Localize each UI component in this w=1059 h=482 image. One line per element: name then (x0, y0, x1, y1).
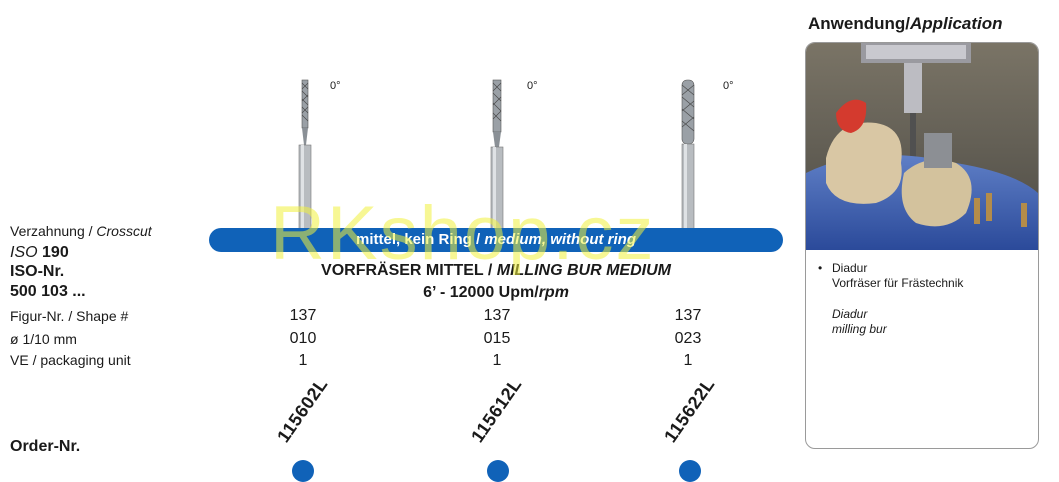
packaging-label: VE / packaging unit (10, 352, 131, 368)
application-photo (806, 43, 1038, 250)
watermark: RKshop.cz (270, 191, 656, 276)
diameter-value-2: 015 (483, 330, 511, 347)
application-heading-de: Anwendung/ (808, 14, 910, 33)
bur-image-2 (490, 79, 504, 234)
order-dot-1[interactable] (292, 460, 314, 482)
grit-band-text: mittel, kein Ring / medium, without ring (209, 231, 783, 248)
band-text-de: mittel, kein Ring / (355, 231, 481, 248)
bullet-icon: • (818, 261, 823, 275)
band-text-en: medium, without ring (484, 231, 636, 248)
packaging-value-2: 1 (492, 352, 502, 369)
crosscut-label-de: Verzahnung / (10, 223, 93, 239)
shape-value-2: 137 (483, 307, 511, 324)
shape-value-3: 137 (674, 307, 702, 324)
application-line2: Vorfräser für Frästechnik (832, 276, 964, 290)
angle-label-1: 0° (330, 80, 341, 92)
iso-line: ISO 190 (10, 244, 69, 262)
packaging-value-1: 1 (298, 352, 308, 369)
crosscut-label-en: Crosscut (96, 223, 152, 239)
diameter-label: ø 1/10 mm (10, 331, 77, 347)
iso-nr-label: ISO-Nr. (10, 263, 65, 280)
angle-label-3: 0° (723, 80, 734, 92)
order-number-2[interactable]: 115612L (467, 374, 526, 447)
order-dot-2[interactable] (487, 460, 509, 482)
figure-label: Figur-Nr. / Shape # (10, 308, 129, 324)
order-label: Order-Nr. (10, 438, 81, 455)
application-heading-en: Application (909, 14, 1003, 33)
iso-value: 190 (42, 244, 69, 261)
product-title-de: VORFRÄSER MITTEL / (321, 262, 493, 279)
speed-en: rpm (538, 284, 569, 301)
application-line3: Diadur (832, 307, 868, 321)
iso-prefix: ISO (10, 244, 38, 261)
angle-label-2: 0° (527, 80, 538, 92)
application-line4: milling bur (832, 322, 887, 336)
application-panel: • Diadur Vorfräser für Frästechnik Diadu… (805, 42, 1039, 449)
order-number-3[interactable]: 115622L (660, 374, 719, 447)
packaging-value-3: 1 (683, 352, 693, 369)
diameter-value-3: 023 (674, 330, 702, 347)
bur-image-3 (681, 79, 695, 234)
product-title-en: MILLING BUR MEDIUM (496, 262, 671, 279)
application-line1: Diadur (832, 261, 868, 275)
product-speed: 6’ - 12000 Upm/rpm (209, 284, 783, 302)
bur-image-1 (298, 79, 312, 234)
order-dot-3[interactable] (679, 460, 701, 482)
iso-code: 500 103 ... (10, 283, 86, 300)
application-heading: Anwendung/Application (808, 14, 1003, 34)
shape-value-1: 137 (289, 307, 317, 324)
order-number-1[interactable]: 115602L (273, 374, 332, 447)
grit-band (209, 228, 783, 252)
crosscut-label: Verzahnung / Crosscut (10, 223, 152, 239)
diameter-value-1: 010 (289, 330, 317, 347)
product-title: VORFRÄSER MITTEL / MILLING BUR MEDIUM (209, 262, 783, 280)
speed-de: 6’ - 12000 Upm/ (423, 284, 539, 301)
